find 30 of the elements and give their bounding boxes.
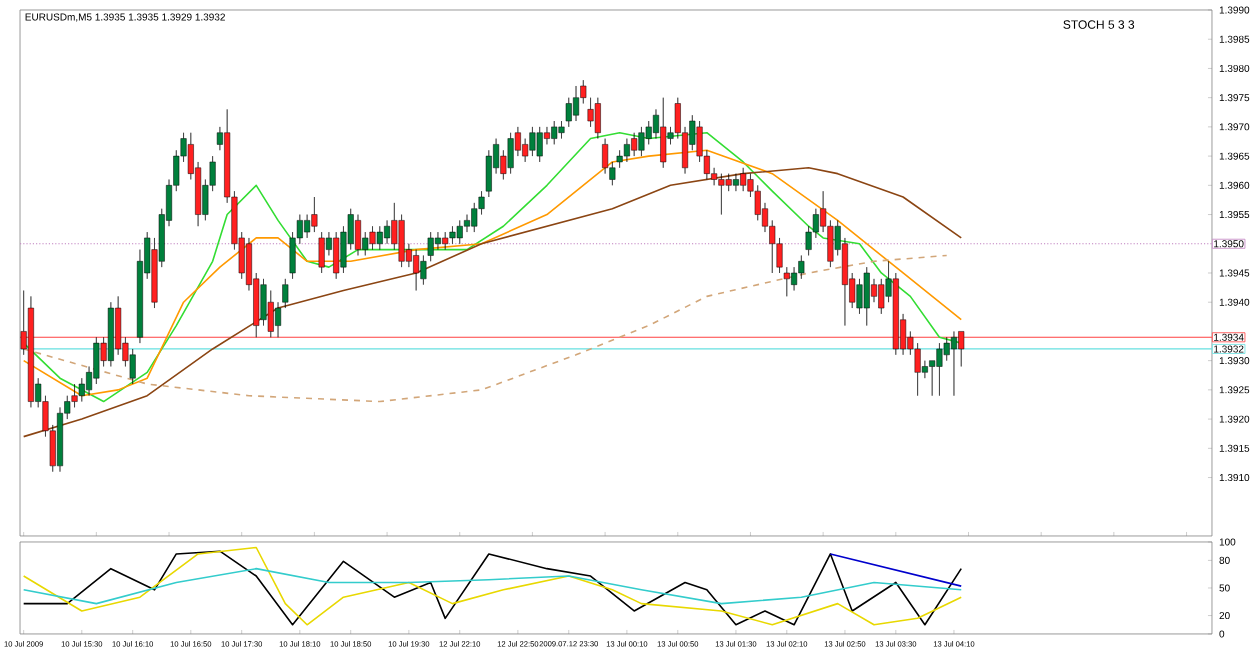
candlestick [507, 132, 514, 174]
candlestick [863, 266, 870, 326]
candlestick [594, 97, 601, 139]
candlestick [638, 126, 645, 157]
candlestick [623, 138, 630, 163]
candlestick [660, 97, 667, 169]
candlestick [27, 296, 34, 408]
candlestick [536, 126, 543, 163]
candlestick [551, 120, 558, 145]
candlestick [718, 173, 725, 215]
candlestick [631, 132, 638, 157]
candlestick [950, 331, 957, 396]
candlestick [376, 225, 383, 250]
candlestick [456, 220, 463, 245]
candlestick [449, 225, 456, 245]
candlestick [311, 196, 318, 233]
candlestick [732, 173, 739, 192]
line-series [22, 254, 948, 403]
candlestick [354, 214, 361, 256]
candlestick [333, 231, 340, 280]
candlestick [318, 231, 325, 274]
candlestick [369, 225, 376, 250]
candlestick [413, 249, 420, 291]
line-series [22, 567, 963, 605]
candlestick [573, 85, 580, 122]
candlestick [442, 231, 449, 250]
candlestick [529, 126, 536, 157]
candlestick [107, 301, 114, 367]
candlestick [936, 342, 943, 396]
candlestick [740, 167, 747, 192]
